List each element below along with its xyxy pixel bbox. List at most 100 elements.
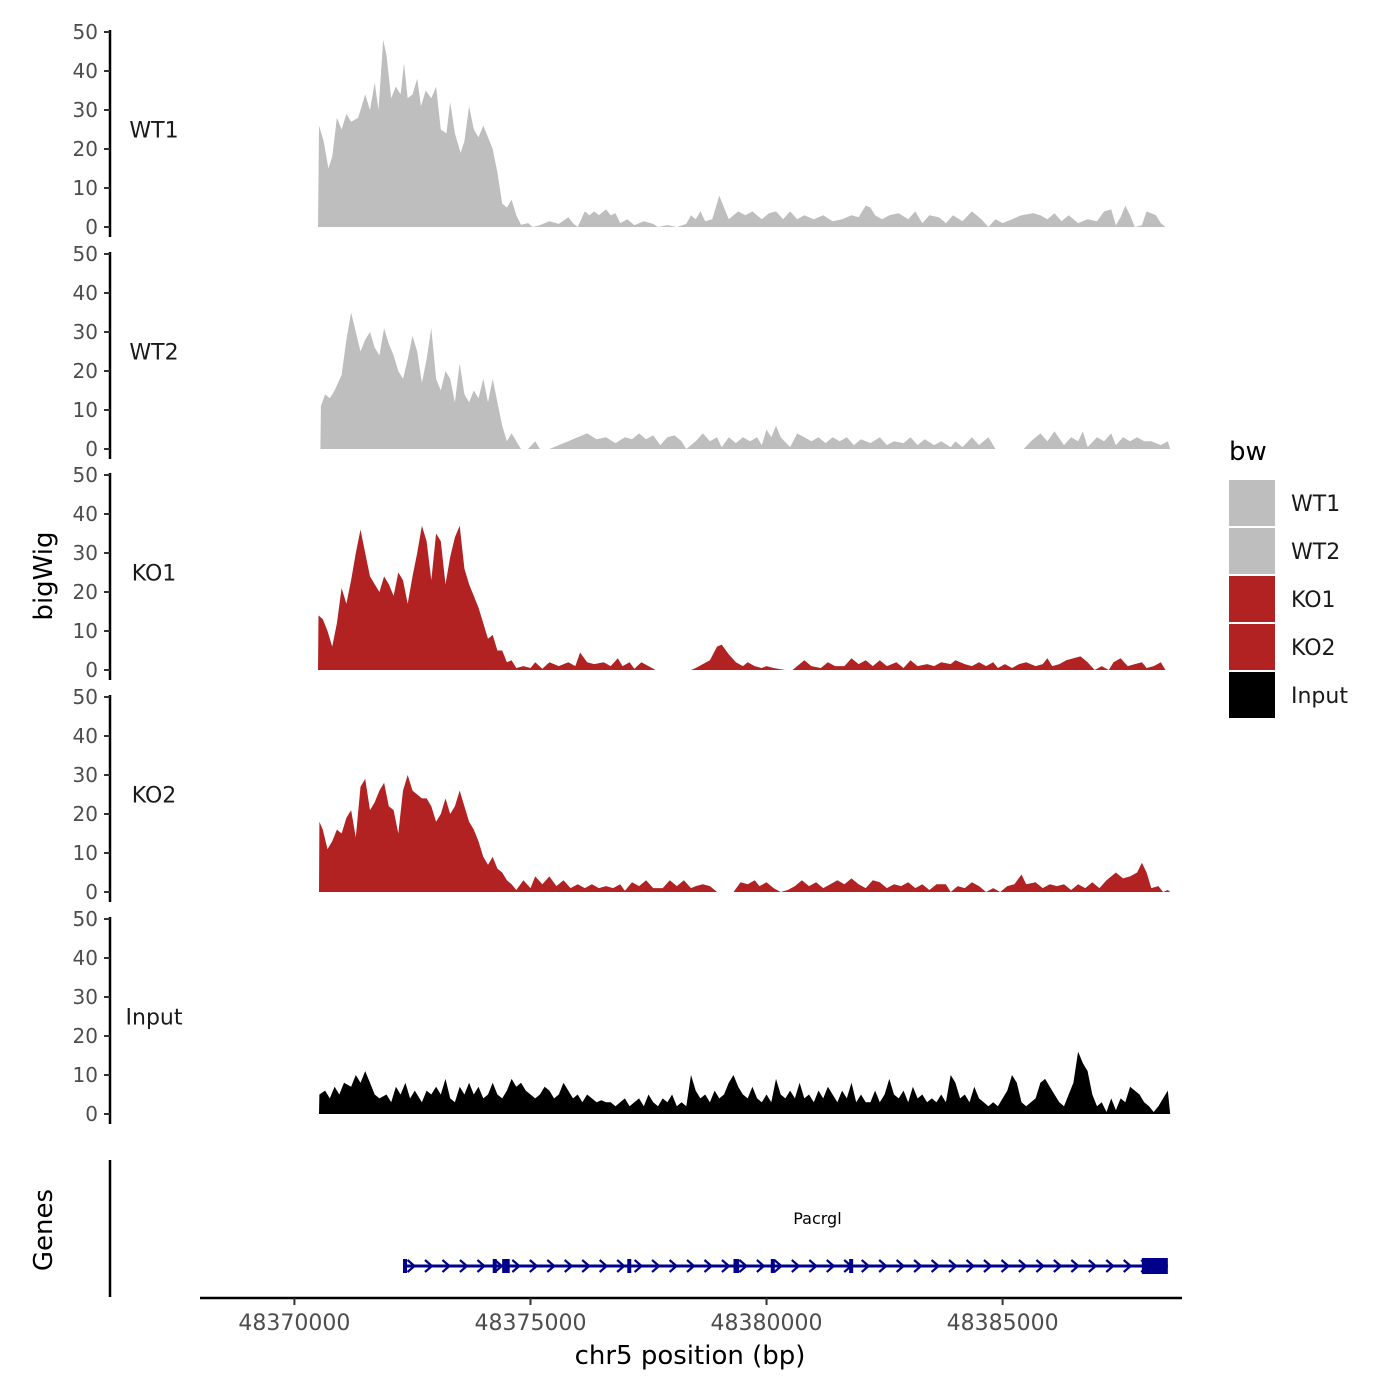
strand-arrow xyxy=(406,1259,417,1273)
legend-item-ko1: KO1 xyxy=(1229,576,1336,622)
y-tick-label: 30 xyxy=(73,98,98,122)
strand-arrow xyxy=(494,1259,504,1273)
legend-item-ko2: KO2 xyxy=(1229,624,1336,670)
strand-arrow xyxy=(511,1259,522,1273)
y-tick-label: 10 xyxy=(73,619,98,643)
gene-track-title: Genes xyxy=(29,1189,59,1271)
gene-exon xyxy=(627,1259,632,1273)
y-tick-label: 40 xyxy=(73,281,98,305)
series-area-wt1 xyxy=(318,39,1166,227)
strand-arrow xyxy=(1018,1259,1028,1273)
y-tick-label: 40 xyxy=(73,59,98,83)
y-tick-label: 40 xyxy=(73,502,98,526)
track-label: Input xyxy=(126,1006,183,1031)
strand-arrow xyxy=(686,1259,696,1273)
strand-arrow xyxy=(564,1259,574,1273)
x-tick-label: 48385000 xyxy=(947,1311,1059,1336)
strand-arrow xyxy=(459,1259,469,1273)
strand-arrow xyxy=(424,1259,434,1273)
track-wt2: 0 10 20 30 40 50 WT2 xyxy=(73,242,1171,461)
strand-arrow xyxy=(616,1259,626,1273)
strand-arrow xyxy=(1105,1259,1115,1273)
legend-label: KO1 xyxy=(1291,588,1336,613)
legend-swatch xyxy=(1229,672,1275,718)
y-tick-label: 20 xyxy=(73,137,98,161)
strand-arrow xyxy=(983,1259,993,1273)
track-label: WT2 xyxy=(129,341,178,366)
y-tick-label: 50 xyxy=(73,20,98,44)
strand-arrow xyxy=(965,1259,976,1273)
series-area-wt2 xyxy=(1023,431,1171,449)
gene-exon xyxy=(403,1259,408,1273)
y-tick-label: 0 xyxy=(85,215,98,239)
x-tick-label: 48375000 xyxy=(474,1311,586,1336)
legend-swatch xyxy=(1229,576,1275,622)
y-tick-label: 50 xyxy=(73,242,98,266)
strand-arrow xyxy=(721,1259,731,1273)
strand-arrow xyxy=(546,1259,556,1273)
strand-arrow xyxy=(738,1259,749,1273)
y-tick-label: 20 xyxy=(73,802,98,826)
y-tick-label: 50 xyxy=(73,463,98,487)
y-tick-label: 50 xyxy=(73,907,98,931)
strand-arrow xyxy=(756,1259,766,1273)
strand-arrow xyxy=(476,1259,487,1273)
gene-exon xyxy=(733,1259,740,1273)
y-tick-label: 40 xyxy=(73,724,98,748)
gene-exon xyxy=(849,1259,854,1273)
track-label: KO2 xyxy=(132,784,177,809)
y-tick-label: 50 xyxy=(73,685,98,709)
strand-arrow xyxy=(1000,1259,1011,1273)
strand-arrow xyxy=(826,1259,836,1273)
legend-label: KO2 xyxy=(1291,636,1336,661)
y-tick-label: 10 xyxy=(73,176,98,200)
track-label: KO1 xyxy=(132,562,177,587)
y-axis-title: bigWig xyxy=(29,531,59,620)
strand-arrow xyxy=(773,1259,784,1273)
strand-arrow xyxy=(633,1259,644,1273)
x-tick-label: 48370000 xyxy=(238,1311,350,1336)
gene-exon xyxy=(492,1259,497,1273)
legend: bw WT1 WT2 KO1 KO2 Input xyxy=(1229,437,1348,718)
series-area-input xyxy=(319,1051,1171,1114)
strand-arrow xyxy=(1070,1259,1080,1273)
strand-arrow xyxy=(1035,1259,1046,1273)
y-tick-label: 0 xyxy=(85,880,98,904)
gene-track: Pacrgl xyxy=(108,1160,1168,1297)
gene-exon xyxy=(770,1259,775,1273)
strand-arrow xyxy=(668,1259,679,1273)
track-input: 0 10 20 30 40 50 Input xyxy=(73,907,1171,1126)
y-tick-label: 10 xyxy=(73,1063,98,1087)
gene-name-label: Pacrgl xyxy=(793,1209,841,1228)
strand-arrow xyxy=(791,1259,801,1273)
legend-swatch xyxy=(1229,480,1275,526)
y-tick-label: 40 xyxy=(73,946,98,970)
strand-arrow xyxy=(878,1259,888,1273)
y-tick-label: 0 xyxy=(85,658,98,682)
track-wt1: 0 10 20 30 40 50 WT1 xyxy=(73,20,1166,239)
legend-label: WT2 xyxy=(1291,540,1340,565)
y-tick-label: 0 xyxy=(85,437,98,461)
y-tick-label: 20 xyxy=(73,1024,98,1048)
series-area-wt2 xyxy=(320,312,996,449)
legend-label: Input xyxy=(1291,684,1348,709)
y-tick-label: 20 xyxy=(73,580,98,604)
legend-item-wt2: WT2 xyxy=(1229,528,1340,574)
strand-arrow xyxy=(913,1259,923,1273)
strand-arrow xyxy=(1088,1259,1098,1273)
y-tick-label: 30 xyxy=(73,763,98,787)
strand-arrow xyxy=(895,1259,906,1273)
strand-arrow xyxy=(581,1259,591,1273)
x-axis-title: chr5 position (bp) xyxy=(575,1341,806,1371)
legend-swatch xyxy=(1229,624,1275,670)
y-tick-label: 30 xyxy=(73,985,98,1009)
strand-arrow xyxy=(808,1259,818,1273)
legend-swatch xyxy=(1229,528,1275,574)
strand-arrow xyxy=(948,1259,958,1273)
strand-arrow xyxy=(529,1259,539,1273)
legend-item-input: Input xyxy=(1229,672,1348,718)
track-label: WT1 xyxy=(129,119,178,144)
coverage-tracks: 0 10 20 30 40 50 WT1 0 10 20 30 40 50 WT2 0 10 20 30 40 50 K… xyxy=(73,20,1171,1126)
track-ko1: 0 10 20 30 40 50 KO1 xyxy=(73,463,1166,682)
